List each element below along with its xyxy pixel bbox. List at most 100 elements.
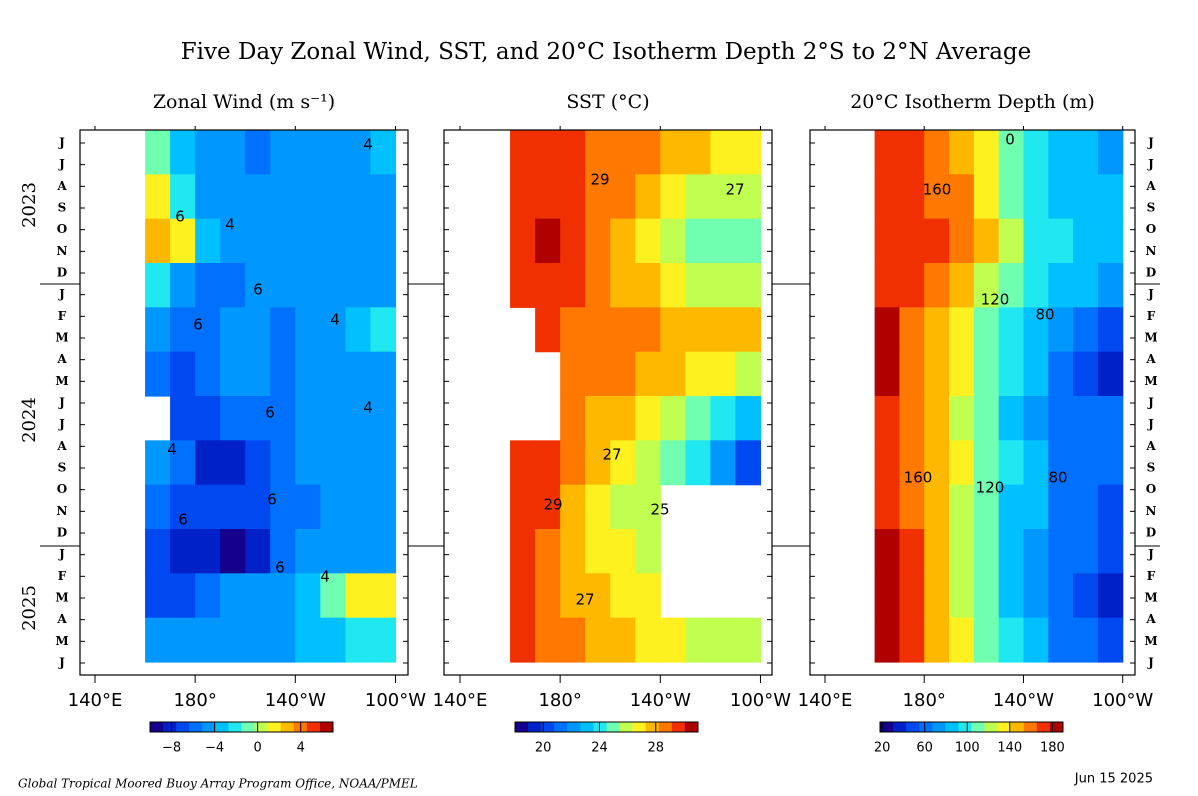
field-cell — [660, 396, 686, 441]
field-cell — [1097, 396, 1124, 441]
field-cell — [170, 529, 196, 574]
field-cell — [610, 440, 636, 486]
field-cell — [635, 263, 661, 308]
field-cell — [874, 351, 901, 397]
field-cell — [710, 617, 737, 663]
month-label: A — [1145, 179, 1156, 193]
field-cell — [710, 307, 737, 353]
field-cell — [1023, 396, 1049, 441]
field-cell — [245, 130, 271, 175]
colorbar-swatch — [932, 722, 946, 732]
colorbar-swatch — [671, 722, 686, 732]
month-label: J — [58, 656, 65, 670]
field-cell — [535, 174, 561, 220]
field-cell — [245, 263, 271, 308]
field-cell — [998, 307, 1025, 353]
field-cell — [924, 307, 950, 353]
colorbar-swatch — [163, 722, 177, 732]
field-cell — [1073, 218, 1099, 264]
month-label: N — [1146, 244, 1157, 258]
field-cell — [585, 529, 611, 574]
field-cell — [1097, 484, 1124, 530]
field-cell — [924, 440, 950, 486]
contour-label: 80 — [1035, 306, 1054, 324]
field-cell — [170, 396, 196, 441]
field-cell — [560, 263, 586, 308]
field-cell — [170, 307, 196, 353]
field-cell — [610, 573, 636, 619]
month-label: N — [57, 244, 68, 258]
field-cell — [1048, 396, 1074, 441]
field-cell — [345, 573, 372, 619]
field-cell — [874, 218, 901, 264]
field-cell — [370, 617, 397, 663]
colorbar-swatch — [215, 722, 229, 732]
contour-label: 29 — [590, 171, 609, 189]
field-cell — [1097, 529, 1124, 574]
field-cell — [195, 218, 221, 264]
month-label: J — [58, 396, 65, 410]
x-tick-label: 140°E — [68, 690, 123, 711]
field-cell — [145, 307, 171, 353]
colorbar-swatch — [619, 722, 634, 732]
field-cell — [560, 529, 586, 574]
field-cell — [535, 307, 561, 353]
field-cell — [1073, 396, 1099, 441]
field-cell — [320, 529, 346, 574]
field-cell — [924, 396, 950, 441]
colorbar-swatch — [150, 722, 164, 732]
month-label: A — [1145, 352, 1156, 366]
month-label: M — [1144, 634, 1157, 648]
field-cell — [245, 573, 271, 619]
field-cell — [195, 440, 221, 486]
month-label: M — [55, 374, 68, 388]
field-cell — [710, 440, 737, 486]
fields — [145, 130, 1124, 663]
field-cell — [685, 440, 711, 486]
field-cell — [270, 263, 296, 308]
field-cell — [874, 307, 901, 353]
field-cell — [998, 174, 1025, 220]
field-cell — [899, 484, 925, 530]
contour-label: 4 — [225, 216, 235, 234]
field-cell — [320, 396, 346, 441]
colorbar-swatch — [241, 722, 256, 732]
colorbar-swatch — [593, 722, 607, 732]
field-cell — [998, 573, 1025, 619]
x-tick-label: 180° — [903, 690, 946, 711]
field-cell — [874, 529, 901, 574]
colorbar-swatch — [945, 722, 959, 732]
field-cell — [610, 529, 636, 574]
contour-label: 4 — [363, 399, 373, 417]
x-tick-label: 100°W — [365, 690, 426, 711]
field-cell — [510, 573, 536, 619]
contour-label: 80 — [1048, 469, 1067, 487]
field-cell — [170, 130, 196, 175]
field-cell — [585, 130, 611, 175]
field-cell — [295, 396, 321, 441]
month-label: O — [57, 222, 67, 236]
field-cell — [370, 130, 397, 175]
field-cell — [270, 396, 296, 441]
field-cell — [635, 218, 661, 264]
field-cell — [295, 440, 321, 486]
field-cell — [735, 440, 762, 486]
field-cell — [735, 263, 762, 308]
field-cell — [370, 484, 397, 530]
month-label: A — [56, 352, 67, 366]
field-cell — [170, 174, 196, 220]
contour-label: 120 — [981, 291, 1010, 309]
field-cell — [370, 396, 397, 441]
colorbar-swatch — [567, 722, 581, 732]
field-cell — [899, 440, 925, 486]
field-cell — [1097, 573, 1124, 619]
field-cell — [245, 440, 271, 486]
field-cell — [170, 263, 196, 308]
field-cell — [660, 617, 686, 663]
field-cell — [145, 440, 171, 486]
x-tick-label: 140°E — [433, 690, 488, 711]
field-cell — [1097, 263, 1124, 308]
field-cell — [710, 351, 737, 397]
month-label: J — [1147, 136, 1154, 150]
field-cell — [973, 130, 1000, 175]
